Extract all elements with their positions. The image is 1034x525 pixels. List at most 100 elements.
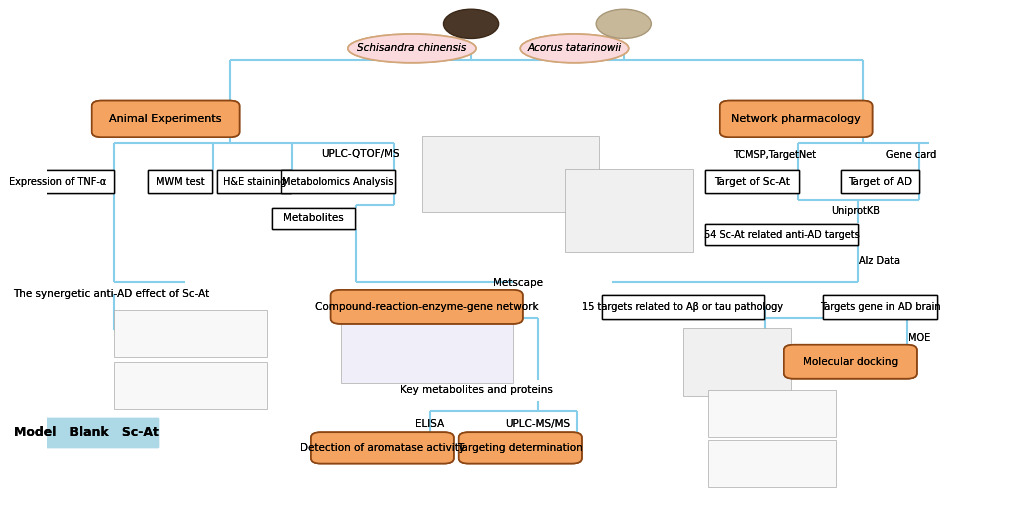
Circle shape (597, 9, 651, 38)
Bar (422, 136, 599, 212)
FancyBboxPatch shape (16, 418, 158, 447)
Text: Compound-reaction-enzyme-gene network: Compound-reaction-enzyme-gene network (315, 302, 539, 312)
Text: Acorus tatarinowii: Acorus tatarinowii (527, 44, 621, 54)
FancyBboxPatch shape (311, 432, 454, 464)
FancyBboxPatch shape (92, 101, 240, 137)
FancyBboxPatch shape (217, 170, 292, 193)
FancyBboxPatch shape (720, 101, 873, 137)
Text: UPLC-QTOF/MS: UPLC-QTOF/MS (322, 149, 400, 159)
FancyBboxPatch shape (784, 345, 917, 379)
Text: 15 targets related to Aβ or tau pathology: 15 targets related to Aβ or tau patholog… (582, 302, 784, 312)
Text: Metscape: Metscape (493, 278, 543, 288)
Ellipse shape (520, 34, 629, 63)
Text: Compound-reaction-enzyme-gene network: Compound-reaction-enzyme-gene network (315, 302, 539, 312)
Text: Key metabolites and proteins: Key metabolites and proteins (399, 385, 552, 395)
Text: Model   Blank   Sc-At: Model Blank Sc-At (14, 426, 159, 439)
Text: Gene card: Gene card (886, 150, 937, 160)
Text: MWM test: MWM test (156, 176, 205, 186)
Text: Metabolites: Metabolites (283, 213, 343, 223)
FancyBboxPatch shape (272, 208, 356, 228)
FancyBboxPatch shape (1, 170, 114, 193)
Text: Key metabolites and proteins: Key metabolites and proteins (399, 385, 552, 395)
FancyBboxPatch shape (720, 101, 873, 137)
Text: Targeting determination: Targeting determination (457, 443, 583, 453)
FancyBboxPatch shape (272, 208, 356, 228)
Text: Metscape: Metscape (493, 278, 543, 288)
FancyBboxPatch shape (331, 290, 523, 324)
Bar (114, 310, 267, 356)
Text: Acorus tatarinowii: Acorus tatarinowii (527, 44, 621, 54)
Text: Alz Data: Alz Data (859, 256, 901, 266)
Text: Target of Sc-At: Target of Sc-At (713, 176, 790, 186)
FancyBboxPatch shape (1, 170, 114, 193)
Text: Molecular docking: Molecular docking (802, 356, 898, 367)
Bar (114, 362, 267, 409)
Text: Targets gene in AD brain: Targets gene in AD brain (820, 302, 940, 312)
Text: ELISA: ELISA (415, 419, 445, 429)
Text: TCMSP,TargetNet: TCMSP,TargetNet (733, 150, 816, 160)
Text: Expression of TNF-α: Expression of TNF-α (8, 176, 105, 186)
Text: 54 Sc-At related anti-AD targets: 54 Sc-At related anti-AD targets (703, 230, 859, 240)
Text: Target of AD: Target of AD (848, 176, 912, 186)
Text: 54 Sc-At related anti-AD targets: 54 Sc-At related anti-AD targets (703, 230, 859, 240)
FancyBboxPatch shape (281, 170, 395, 193)
Text: Expression of TNF-α: Expression of TNF-α (8, 176, 105, 186)
FancyBboxPatch shape (705, 224, 858, 245)
FancyBboxPatch shape (331, 290, 523, 324)
FancyBboxPatch shape (149, 170, 212, 193)
FancyBboxPatch shape (217, 170, 292, 193)
Text: H&E staining: H&E staining (222, 176, 286, 186)
Ellipse shape (347, 34, 476, 63)
FancyBboxPatch shape (149, 170, 212, 193)
Text: Alz Data: Alz Data (859, 256, 901, 266)
FancyBboxPatch shape (841, 170, 919, 193)
Text: Model   Blank   Sc-At: Model Blank Sc-At (14, 426, 159, 439)
Text: UPLC-MS/MS: UPLC-MS/MS (506, 419, 571, 429)
Text: MOE: MOE (908, 333, 931, 343)
FancyBboxPatch shape (281, 170, 395, 193)
Text: Schisandra chinensis: Schisandra chinensis (358, 44, 466, 54)
Bar (340, 314, 513, 383)
FancyBboxPatch shape (459, 432, 582, 464)
Text: Network pharmacology: Network pharmacology (731, 114, 861, 124)
Text: UPLC-QTOF/MS: UPLC-QTOF/MS (322, 149, 400, 159)
Text: Detection of aromatase activity: Detection of aromatase activity (300, 443, 465, 453)
Text: MOE: MOE (908, 333, 931, 343)
Text: Schisandra chinensis: Schisandra chinensis (358, 44, 466, 54)
Text: The synergetic anti-AD effect of Sc-At: The synergetic anti-AD effect of Sc-At (13, 289, 210, 299)
Text: MWM test: MWM test (156, 176, 205, 186)
Text: The synergetic anti-AD effect of Sc-At: The synergetic anti-AD effect of Sc-At (13, 289, 210, 299)
FancyBboxPatch shape (16, 418, 158, 447)
FancyBboxPatch shape (459, 432, 582, 464)
FancyBboxPatch shape (705, 170, 798, 193)
Text: Target of AD: Target of AD (848, 176, 912, 186)
Text: Molecular docking: Molecular docking (802, 356, 898, 367)
Text: Targeting determination: Targeting determination (457, 443, 583, 453)
FancyBboxPatch shape (705, 224, 858, 245)
FancyBboxPatch shape (841, 170, 919, 193)
Text: Metabolites: Metabolites (283, 213, 343, 223)
FancyBboxPatch shape (311, 432, 454, 464)
Circle shape (444, 9, 498, 38)
Text: TCMSP,TargetNet: TCMSP,TargetNet (733, 150, 816, 160)
Text: Gene card: Gene card (886, 150, 937, 160)
Bar (565, 169, 693, 252)
Text: Detection of aromatase activity: Detection of aromatase activity (300, 443, 465, 453)
FancyBboxPatch shape (602, 295, 764, 319)
Ellipse shape (520, 34, 629, 63)
Text: Targets gene in AD brain: Targets gene in AD brain (820, 302, 940, 312)
Text: UPLC-MS/MS: UPLC-MS/MS (506, 419, 571, 429)
Text: Network pharmacology: Network pharmacology (731, 114, 861, 124)
FancyBboxPatch shape (823, 295, 937, 319)
FancyBboxPatch shape (784, 345, 917, 379)
Ellipse shape (347, 34, 476, 63)
Text: Metabolomics Analysis: Metabolomics Analysis (282, 176, 394, 186)
Text: Target of Sc-At: Target of Sc-At (713, 176, 790, 186)
Bar (707, 391, 835, 437)
FancyBboxPatch shape (602, 295, 764, 319)
Text: UniprotKB: UniprotKB (830, 206, 880, 216)
FancyBboxPatch shape (92, 101, 240, 137)
Bar (707, 440, 835, 487)
Text: ELISA: ELISA (415, 419, 445, 429)
Text: 15 targets related to Aβ or tau pathology: 15 targets related to Aβ or tau patholog… (582, 302, 784, 312)
